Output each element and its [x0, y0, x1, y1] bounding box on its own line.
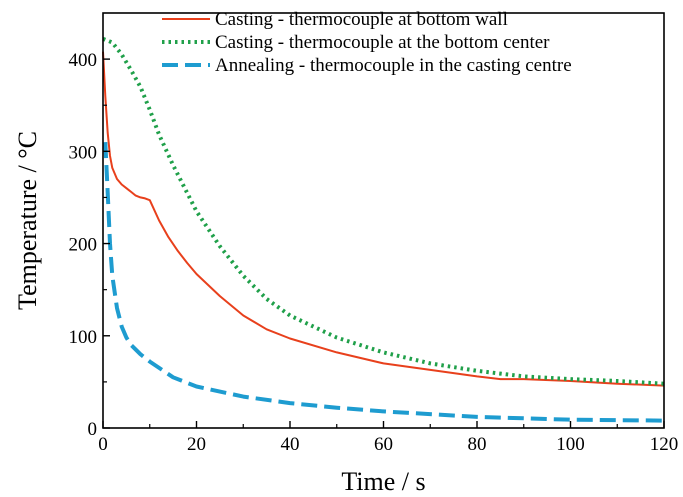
y-tick-label: 100 [69, 327, 98, 348]
legend-label-3: Annealing - thermocouple in the casting … [215, 55, 572, 76]
plot-lines [102, 36, 665, 423]
legend-label-1: Casting - thermocouple at bottom wall [215, 9, 508, 30]
x-tick-label: 120 [650, 434, 679, 455]
y-tick-label: 200 [69, 235, 98, 256]
x-axis-title: Time / s [341, 467, 425, 496]
y-tick-label: 300 [69, 142, 98, 163]
legend-label-2: Casting - thermocouple at the bottom cen… [215, 32, 550, 53]
y-axis-title: Temperature / °C [13, 131, 42, 310]
x-tick-label: 20 [187, 434, 206, 455]
x-tick-label: 100 [556, 434, 585, 455]
y-tick-label: 400 [69, 50, 98, 71]
y-tick-label: 0 [88, 419, 98, 440]
series-line-3 [103, 142, 665, 423]
x-tick-label: 0 [98, 434, 108, 455]
x-tick-label: 40 [281, 434, 300, 455]
tick-labels: 0 20 40 60 80 100 120 0 100 200 300 400 [69, 50, 679, 455]
legend: Casting - thermocouple at bottom wallCas… [162, 9, 572, 76]
axis-ticks [102, 58, 665, 429]
series-line-2 [102, 36, 665, 386]
x-tick-label: 60 [374, 434, 393, 455]
series-line-1 [102, 51, 665, 387]
x-tick-label: 80 [468, 434, 487, 455]
